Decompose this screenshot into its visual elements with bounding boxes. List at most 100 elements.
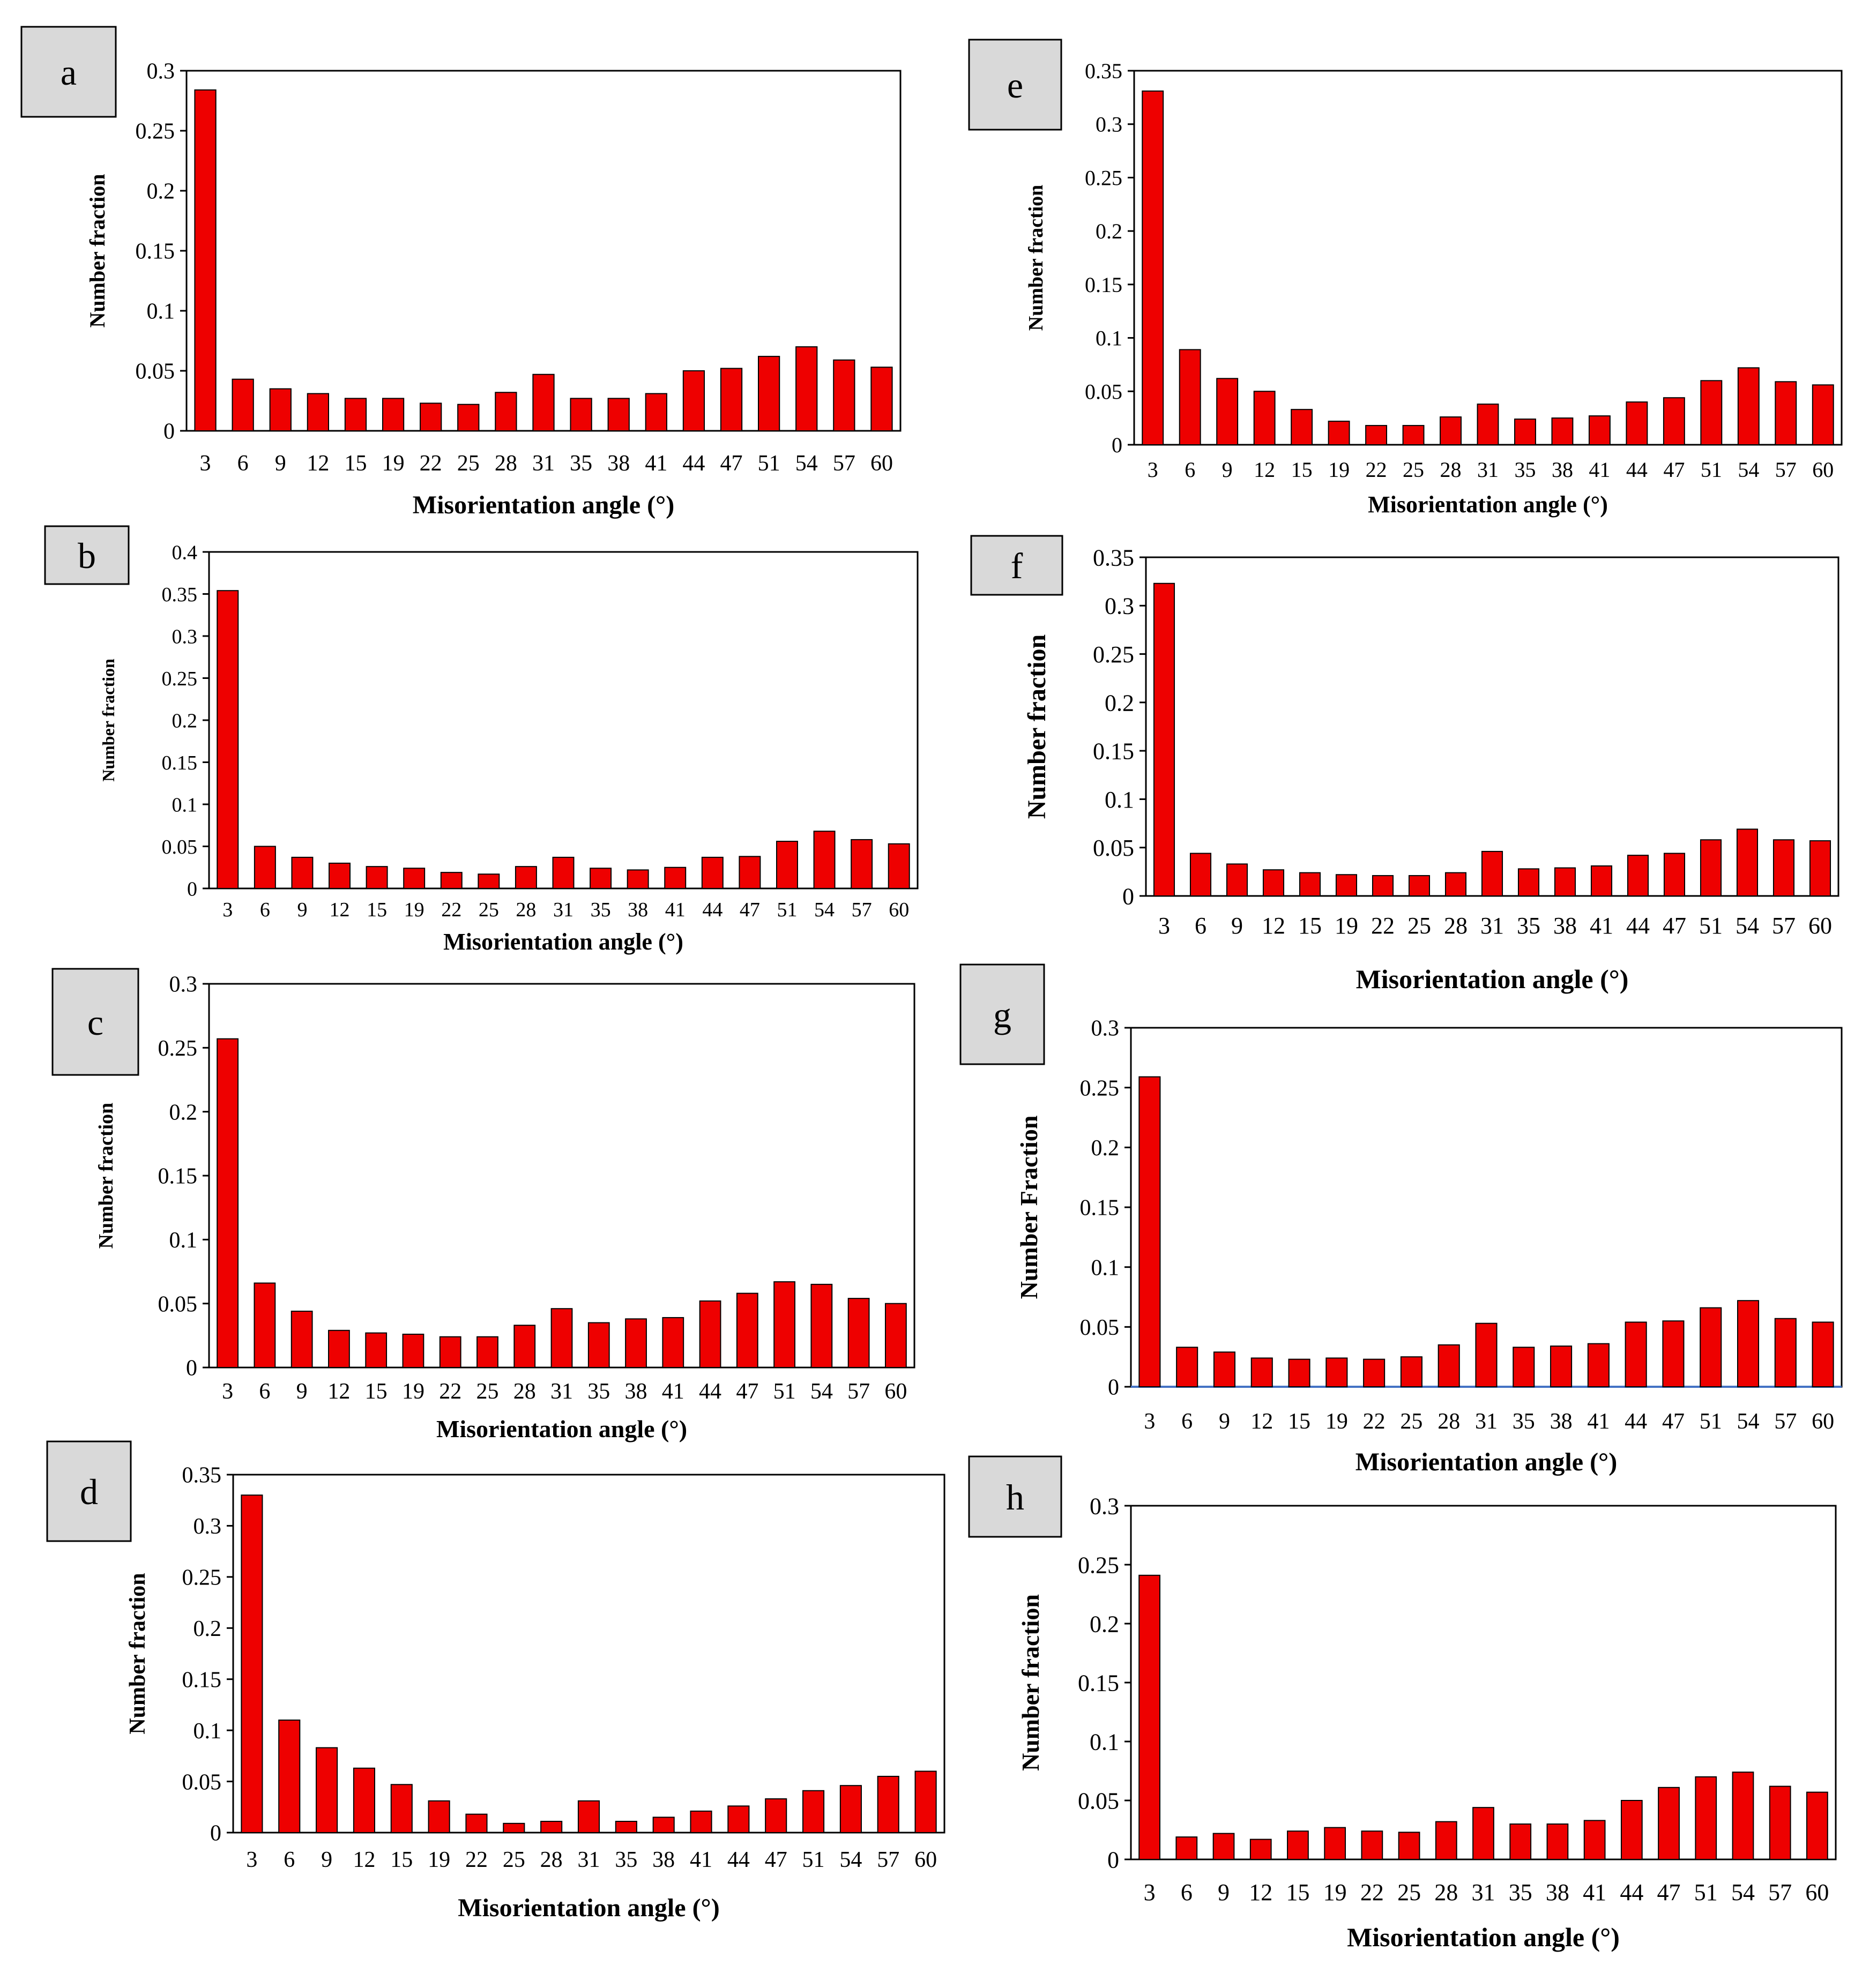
plot-frame-b xyxy=(208,551,919,890)
bar-h-6 xyxy=(1175,1836,1198,1860)
bar-a-25 xyxy=(457,403,480,431)
x-tick-label: 19 xyxy=(382,451,405,476)
x-tick-label: 57 xyxy=(877,1848,899,1872)
bar-b-9 xyxy=(291,856,314,890)
bar-g-31 xyxy=(1475,1322,1498,1387)
y-tick-label: 0.25 xyxy=(158,1036,198,1061)
x-axis-title: Misorientation angle (°) xyxy=(443,929,683,955)
x-tick-label: 41 xyxy=(662,1379,684,1404)
y-tick-label: 0.1 xyxy=(1096,326,1122,350)
bar-h-54 xyxy=(1732,1772,1754,1860)
y-tick-label: 0.15 xyxy=(158,1164,198,1189)
bar-h-22 xyxy=(1361,1830,1383,1860)
bar-f-15 xyxy=(1299,872,1321,896)
x-tick-label: 54 xyxy=(795,451,818,476)
x-tick-label: 54 xyxy=(1737,1409,1760,1434)
bar-g-3 xyxy=(1138,1076,1161,1387)
x-tick-label: 25 xyxy=(1397,1879,1421,1905)
bar-b-51 xyxy=(776,841,798,889)
x-tick-label: 35 xyxy=(1513,1409,1535,1434)
x-tick-label: 31 xyxy=(578,1848,600,1872)
bar-a-22 xyxy=(420,402,442,431)
bar-f-41 xyxy=(1590,865,1613,896)
y-tick-label: 0.3 xyxy=(172,625,198,648)
bar-e-47 xyxy=(1663,397,1685,445)
x-tick-label: 15 xyxy=(367,899,387,921)
x-tick-label: 54 xyxy=(814,899,835,921)
x-tick-label: 60 xyxy=(1805,1879,1829,1905)
x-tick-label: 38 xyxy=(625,1379,647,1404)
bar-h-25 xyxy=(1398,1832,1420,1860)
x-tick-label: 28 xyxy=(1444,913,1468,939)
x-tick-label: 22 xyxy=(441,899,461,921)
bar-g-47 xyxy=(1662,1320,1685,1388)
x-tick-label: 51 xyxy=(1700,1409,1722,1434)
y-tick-label: 0.15 xyxy=(182,1668,222,1692)
x-tick-label: 57 xyxy=(847,1379,870,1404)
panel-e: 0 0.05 0.1 0.15 0.2 0.25 0.3 0.35 3 6 9 12 15 19 22 25 2… xyxy=(968,39,1843,518)
bar-c-19 xyxy=(402,1333,424,1369)
x-tick-label: 31 xyxy=(553,899,574,921)
bar-d-41 xyxy=(690,1810,712,1833)
bar-g-6 xyxy=(1176,1347,1198,1388)
y-tick-label: 0.2 xyxy=(1105,690,1134,716)
bar-e-12 xyxy=(1253,391,1276,445)
y-tick-label: 0.3 xyxy=(1105,593,1134,619)
x-tick-label: 47 xyxy=(765,1848,787,1872)
bar-a-57 xyxy=(833,359,855,432)
y-tick-label: 0.3 xyxy=(147,59,175,84)
x-tick-label: 54 xyxy=(1738,458,1759,482)
bar-g-25 xyxy=(1400,1356,1422,1388)
panel-label-e: e xyxy=(1007,65,1023,106)
bar-b-15 xyxy=(366,866,388,890)
x-tick-label: 41 xyxy=(1583,1879,1606,1905)
x-tick-label: 9 xyxy=(1218,1879,1230,1905)
x-tick-label: 35 xyxy=(591,899,611,921)
bar-c-41 xyxy=(662,1317,684,1368)
x-tick-label: 38 xyxy=(1552,458,1573,482)
x-tick-label: 19 xyxy=(404,899,424,921)
x-tick-label: 6 xyxy=(1195,913,1206,939)
x-tick-label: 3 xyxy=(200,451,211,476)
bar-f-25 xyxy=(1408,875,1431,896)
bar-g-9 xyxy=(1213,1351,1236,1388)
x-tick-label: 35 xyxy=(615,1848,637,1872)
y-tick-label: 0.35 xyxy=(182,1463,222,1488)
x-tick-label: 12 xyxy=(1262,913,1285,939)
bar-d-60 xyxy=(914,1770,937,1833)
x-tick-label: 12 xyxy=(1254,458,1275,482)
x-tick-label: 15 xyxy=(1288,1409,1310,1434)
bar-g-57 xyxy=(1774,1318,1797,1387)
bar-c-9 xyxy=(291,1310,313,1368)
bar-h-60 xyxy=(1806,1791,1828,1860)
x-tick-label: 31 xyxy=(550,1379,573,1404)
x-tick-label: 31 xyxy=(1477,458,1499,482)
x-tick-label: 9 xyxy=(296,1379,308,1404)
bar-g-12 xyxy=(1250,1357,1273,1387)
bar-e-57 xyxy=(1775,381,1797,446)
x-tick-label: 38 xyxy=(652,1848,675,1872)
x-tick-label: 25 xyxy=(457,451,480,476)
x-tick-label: 6 xyxy=(1185,458,1195,482)
panel-label-h: h xyxy=(1006,1477,1024,1518)
x-tick-label: 3 xyxy=(246,1848,257,1872)
y-tick-label: 0.1 xyxy=(147,300,175,324)
y-tick-label: 0.2 xyxy=(1096,219,1122,243)
bar-a-15 xyxy=(344,398,367,432)
x-tick-label: 51 xyxy=(1701,458,1722,482)
x-tick-label: 12 xyxy=(307,451,329,476)
panel-g: 0 0.05 0.1 0.15 0.2 0.25 0.3 3 6 9 12 15 19 22 25 28 31 3… xyxy=(959,963,1843,1476)
x-tick-label: 38 xyxy=(1550,1409,1573,1434)
panel-c: 0 0.05 0.1 0.15 0.2 0.25 0.3 3 6 9 12 15 19 22 25 28 31 3… xyxy=(51,968,915,1443)
bar-c-38 xyxy=(625,1318,647,1368)
panel-a: 0 0.05 0.1 0.15 0.2 0.25 0.3 3 6 9 12 15 19 22 25 28 31 3… xyxy=(20,26,902,519)
bar-h-28 xyxy=(1435,1821,1457,1860)
bar-c-22 xyxy=(439,1336,461,1368)
x-tick-label: 22 xyxy=(1360,1879,1384,1905)
bar-e-19 xyxy=(1328,421,1350,446)
x-tick-label: 41 xyxy=(1587,1409,1610,1434)
x-tick-label: 35 xyxy=(570,451,592,476)
x-tick-label: 28 xyxy=(1438,1409,1460,1434)
bar-g-54 xyxy=(1737,1300,1760,1387)
x-tick-label: 47 xyxy=(1663,913,1686,939)
